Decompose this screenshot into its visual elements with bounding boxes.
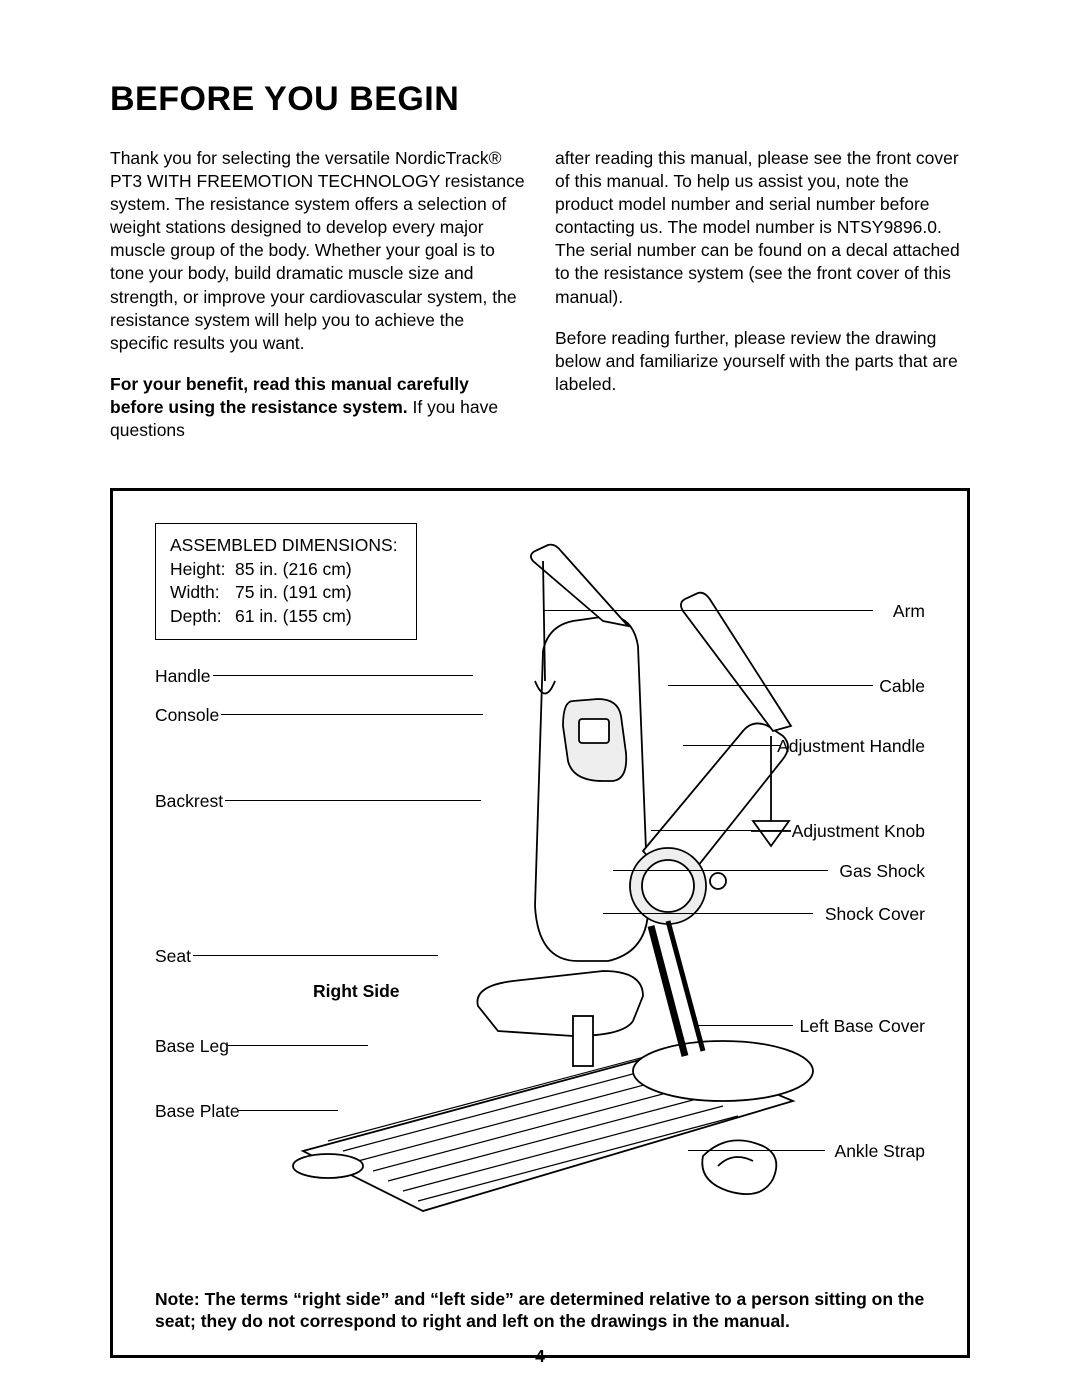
label-console: Console <box>155 705 219 726</box>
leader-line <box>213 675 473 676</box>
leader-line <box>668 685 873 686</box>
dimensions-heading: ASSEMBLED DIMENSIONS: <box>170 534 398 558</box>
leader-line <box>651 830 788 831</box>
label-shock-cover: Shock Cover <box>825 904 925 925</box>
dim-label: Height: <box>170 558 235 582</box>
dim-label: Width: <box>170 581 235 605</box>
label-cable: Cable <box>879 676 925 697</box>
leader-line <box>603 913 813 914</box>
label-gas-shock: Gas Shock <box>839 861 925 882</box>
leader-line <box>225 800 481 801</box>
label-base-leg: Base Leg <box>155 1036 229 1057</box>
diagram-box: ASSEMBLED DIMENSIONS: Height: 85 in. (21… <box>110 488 970 1358</box>
label-backrest: Backrest <box>155 791 223 812</box>
leader-line <box>238 1110 338 1111</box>
label-adjustment-knob: Adjustment Knob <box>792 821 925 842</box>
leader-line <box>221 714 483 715</box>
label-left-base-cover: Left Base Cover <box>800 1016 925 1037</box>
dim-value: 85 in. (216 cm) <box>235 558 352 582</box>
dim-row-width: Width: 75 in. (191 cm) <box>170 581 398 605</box>
diagram-note: Note: The terms “right side” and “left s… <box>155 1288 925 1334</box>
leader-line <box>688 1150 825 1151</box>
label-base-plate: Base Plate <box>155 1101 240 1122</box>
intro-r-p1: after reading this manual, please see th… <box>555 147 970 309</box>
page-title: BEFORE YOU BEGIN <box>110 80 970 119</box>
label-arm: Arm <box>893 601 925 622</box>
right-column: after reading this manual, please see th… <box>555 147 970 460</box>
label-ankle-strap: Ankle Strap <box>835 1141 925 1162</box>
dim-row-depth: Depth: 61 in. (155 cm) <box>170 605 398 629</box>
dim-value: 61 in. (155 cm) <box>235 605 352 629</box>
leader-line <box>683 745 780 746</box>
label-seat: Seat <box>155 946 191 967</box>
leader-line <box>193 955 438 956</box>
leader-line <box>543 610 873 611</box>
label-handle: Handle <box>155 666 210 687</box>
dim-value: 75 in. (191 cm) <box>235 581 352 605</box>
left-column: Thank you for selecting the versatile No… <box>110 147 525 460</box>
page-number: 4 <box>535 1346 545 1367</box>
intro-r-p2: Before reading further, please review th… <box>555 327 970 396</box>
leader-line <box>613 870 828 871</box>
intro-p2: For your benefit, read this manual caref… <box>110 373 525 442</box>
dim-row-height: Height: 85 in. (216 cm) <box>170 558 398 582</box>
label-adjustment-handle: Adjustment Handle <box>777 736 925 757</box>
dimensions-box: ASSEMBLED DIMENSIONS: Height: 85 in. (21… <box>155 523 417 640</box>
leader-line <box>228 1045 368 1046</box>
dim-label: Depth: <box>170 605 235 629</box>
leader-line <box>695 1025 793 1026</box>
intro-columns: Thank you for selecting the versatile No… <box>110 147 970 460</box>
intro-p1: Thank you for selecting the versatile No… <box>110 147 525 355</box>
